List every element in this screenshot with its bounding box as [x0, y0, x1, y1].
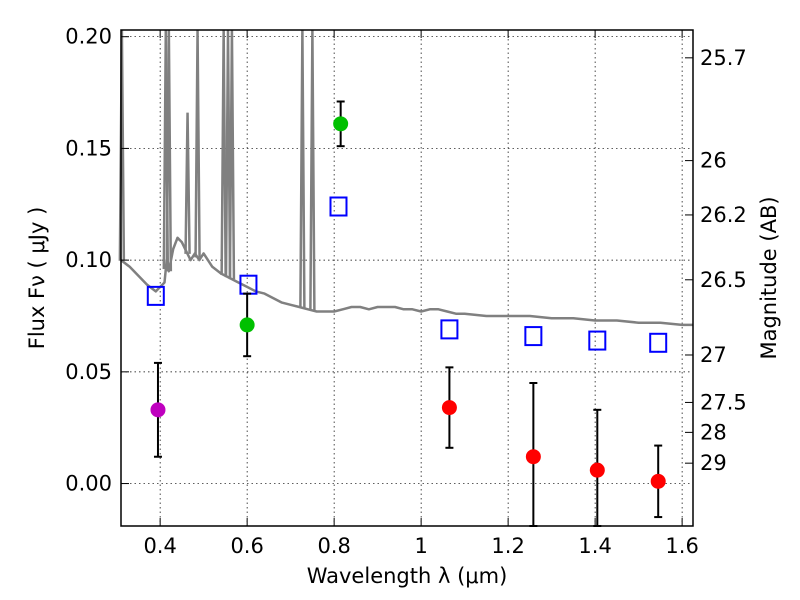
- template-continuum: [120, 236, 693, 327]
- observed-point: [525, 449, 541, 465]
- y-tick-label: 0.10: [65, 248, 112, 272]
- observed-point: [150, 402, 166, 418]
- mag-tick-label: 27.5: [700, 390, 747, 414]
- x-tick-label: 1.4: [578, 534, 611, 558]
- mag-tick-label: 26: [700, 149, 727, 173]
- emission-line: [220, 29, 227, 275]
- model-point: [329, 196, 348, 217]
- emission-line: [299, 29, 306, 308]
- y-tick-label: 0.20: [65, 25, 112, 49]
- x-tick-label: 1: [414, 534, 427, 558]
- model-point: [440, 319, 459, 340]
- model-point: [524, 326, 543, 347]
- right-axis-title: Magnitude (AB): [757, 196, 781, 359]
- plot-frame: [120, 29, 694, 527]
- emission-line: [184, 112, 191, 254]
- photometry-markers: [146, 100, 668, 527]
- model-point: [588, 330, 607, 351]
- x-tick-label: 1.6: [665, 534, 698, 558]
- x-tick-label: 0.4: [143, 534, 176, 558]
- emission-line: [309, 29, 316, 311]
- mag-tick-label: 25.7: [700, 46, 747, 70]
- grid-lines: [121, 30, 693, 526]
- emission-line: [228, 29, 236, 280]
- x-axis-title: Wavelength λ (μm): [307, 564, 508, 588]
- observed-point: [333, 116, 349, 132]
- x-tick-label: 0.8: [317, 534, 350, 558]
- mag-tick-label: 26.2: [700, 203, 747, 227]
- mag-tick-label: 29: [700, 451, 727, 475]
- mag-tick-label: 28: [700, 420, 727, 444]
- observed-point: [650, 473, 666, 489]
- y-tick-label: 0.05: [65, 360, 112, 384]
- observed-point: [441, 400, 457, 416]
- observed-point: [239, 317, 255, 333]
- y-tick-label: 0.15: [65, 136, 112, 160]
- x-tick-label: 0.6: [230, 534, 263, 558]
- y-tick-label: 0.00: [65, 472, 112, 496]
- observed-point: [589, 462, 605, 478]
- template-spectrum: [118, 29, 693, 327]
- model-point: [146, 285, 165, 306]
- model-point: [649, 332, 668, 353]
- emission-line: [194, 29, 201, 258]
- axis-ticks: 0.4 0.6 0.8 1 1.2 1.4 1.6 0.00 0.05 0.10 0.15 0.20 2…: [65, 25, 747, 558]
- mag-tick-label: 27: [700, 343, 727, 367]
- emission-line: [165, 29, 173, 272]
- mag-tick-label: 26.5: [700, 268, 747, 292]
- y-axis-title: Flux Fν ( μJy ): [25, 207, 49, 350]
- x-tick-label: 1.2: [491, 534, 524, 558]
